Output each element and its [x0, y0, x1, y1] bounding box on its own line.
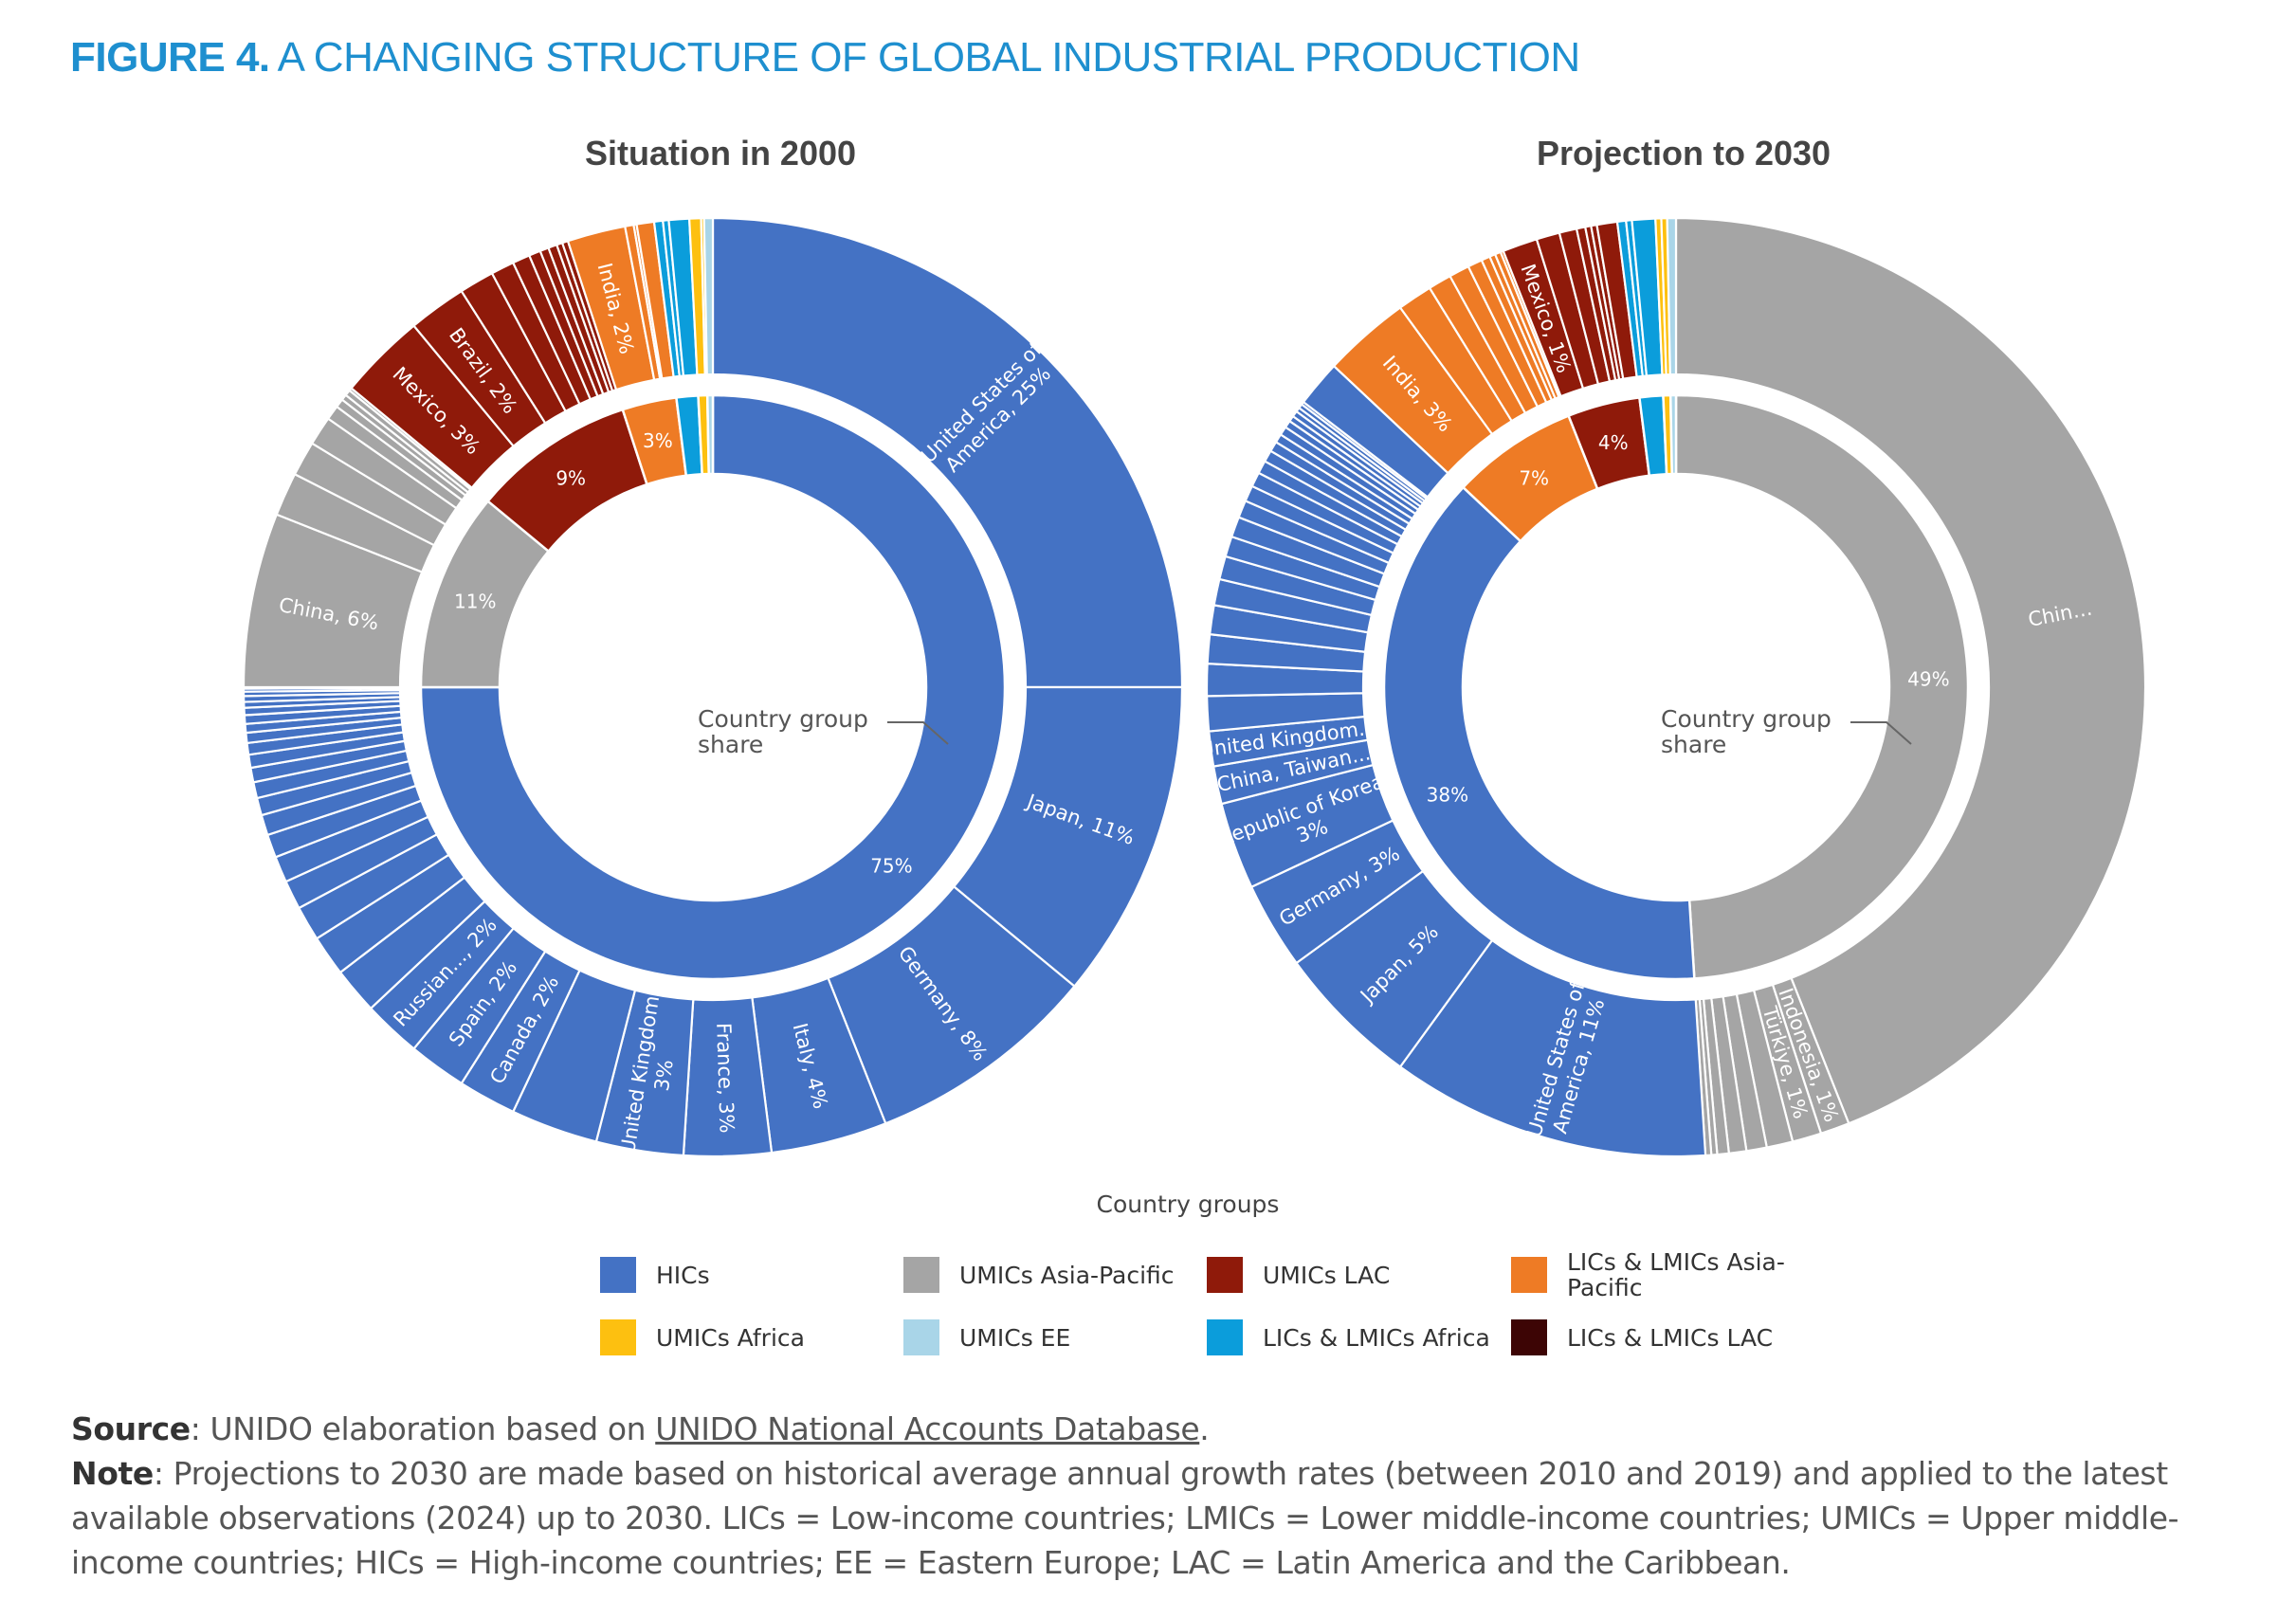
- legend-item: LICs & LMICs Asia-Pacific: [1511, 1249, 1814, 1300]
- group-share-label: 11%: [454, 591, 496, 613]
- outer-slice[interactable]: [702, 216, 715, 376]
- group-share-label: 49%: [1907, 668, 1949, 691]
- group-share-label: 9%: [556, 467, 586, 490]
- legend-swatch: [600, 1257, 636, 1293]
- legend-label: UMICs EE: [959, 1323, 1071, 1352]
- legend-label: LICs & LMICs Asia-Pacific: [1567, 1248, 1785, 1301]
- group-share-label: 75%: [870, 854, 912, 877]
- legend-item: UMICs LAC: [1207, 1255, 1511, 1295]
- legend-swatch: [1207, 1257, 1243, 1293]
- figure-label: FIGURE 4.: [70, 34, 270, 81]
- legend: HICs UMICs Asia-Pacific UMICs LAC LICs & LM…: [600, 1249, 1814, 1357]
- note-text: : Projections to 2030 are made based on …: [71, 1455, 2179, 1581]
- legend-label: LICs & LMICs LAC: [1567, 1323, 1774, 1352]
- inner-slice[interactable]: [1382, 485, 1696, 981]
- legend-swatch: [903, 1257, 939, 1293]
- inner-slice[interactable]: [1668, 393, 1678, 476]
- note-line: Note: Projections to 2030 are made based…: [71, 1451, 2251, 1585]
- group-share-label: 7%: [1519, 467, 1549, 490]
- outer-ring-countries: Chin…Indonesia, 1%Türkiye, 1%United Stat…: [1198, 216, 2147, 1158]
- source-label: Source: [71, 1410, 191, 1447]
- legend-label: UMICs Asia-Pacific: [959, 1261, 1175, 1289]
- legend-swatch: [1511, 1257, 1547, 1293]
- inner-slice[interactable]: [705, 393, 715, 476]
- inner-slice[interactable]: [1674, 393, 1970, 980]
- legend-item: UMICs EE: [903, 1318, 1207, 1357]
- legend-item: UMICs Asia-Pacific: [903, 1255, 1207, 1295]
- chart-subtitle: Situation in 2000: [585, 134, 856, 173]
- legend-label: UMICs LAC: [1263, 1261, 1391, 1289]
- charts-area: Situation in 2000 United States ofAmerica…: [242, 134, 2147, 1158]
- footer: Source: UNIDO elaboration based on UNIDO…: [71, 1407, 2251, 1585]
- legend-title-text: Country groups: [1096, 1191, 1280, 1218]
- legend-item: UMICs Africa: [600, 1318, 903, 1357]
- legend-swatch: [1207, 1319, 1243, 1355]
- annotation-country-group-share: Country group share: [698, 705, 868, 758]
- slice-label: France, 3%: [712, 1023, 738, 1134]
- outer-ring-countries: United States ofAmerica, 25%Japan, 11%Ge…: [242, 216, 1184, 1158]
- figure-title-text: A CHANGING STRUCTURE OF GLOBAL INDUSTRIA…: [277, 34, 1581, 81]
- source-link[interactable]: UNIDO National Accounts Database: [655, 1410, 1200, 1447]
- source-end: .: [1199, 1410, 1210, 1447]
- group-share-label: 3%: [643, 429, 673, 452]
- outer-slice[interactable]: [1666, 216, 1678, 376]
- legend-title: Country groups: [1, 1191, 2296, 1218]
- legend-label: LICs & LMICs Africa: [1263, 1323, 1490, 1352]
- source-line: Source: UNIDO elaboration based on UNIDO…: [71, 1407, 2251, 1451]
- annotation-country-group-share: Country group share: [1661, 705, 1831, 758]
- legend-swatch: [600, 1319, 636, 1355]
- inner-slice[interactable]: [419, 393, 1007, 981]
- outer-slice[interactable]: [711, 216, 1184, 689]
- legend-swatch: [1511, 1319, 1547, 1355]
- note-label: Note: [71, 1455, 154, 1492]
- legend-item: LICs & LMICs LAC: [1511, 1318, 1814, 1357]
- annotation-leader-line: [1850, 721, 1912, 745]
- legend-item: LICs & LMICs Africa: [1207, 1318, 1511, 1357]
- figure-title: FIGURE 4. A CHANGING STRUCTURE OF GLOBAL …: [70, 34, 1580, 82]
- annotation-leader-line: [887, 721, 949, 745]
- group-share-label: 4%: [1598, 431, 1629, 454]
- inner-ring-groups: 49% 38% 7% 4%: [1382, 393, 1970, 981]
- legend-label: HICs: [656, 1261, 710, 1289]
- inner-ring-groups: 75% 11% 9% 3%: [419, 393, 1007, 981]
- source-text: : UNIDO elaboration based on: [190, 1410, 656, 1447]
- legend-swatch: [903, 1319, 939, 1355]
- group-share-label: 38%: [1427, 783, 1468, 806]
- legend-item: HICs: [600, 1255, 903, 1295]
- chart-subtitle: Projection to 2030: [1537, 134, 1831, 173]
- outer-slice[interactable]: [1674, 216, 2147, 1125]
- legend-label: UMICs Africa: [656, 1323, 805, 1352]
